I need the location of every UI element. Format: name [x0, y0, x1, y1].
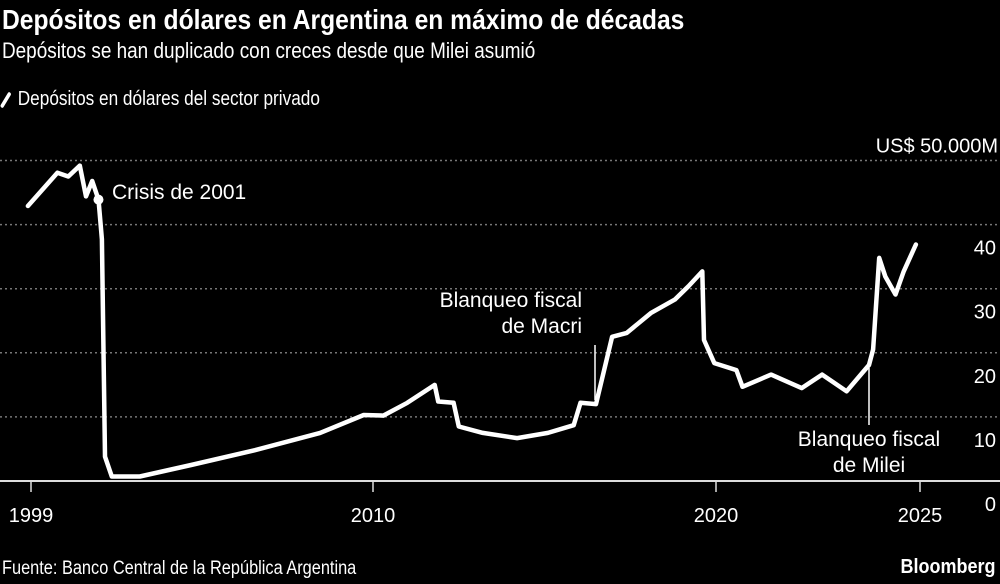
- bloomberg-logo: Bloomberg: [900, 556, 996, 578]
- x-tick-label: 2010: [351, 505, 396, 527]
- y-tick-label: 30: [974, 302, 996, 324]
- annotation-marker: [93, 194, 104, 205]
- chart-title: Depósitos en dólares en Argentina en máx…: [2, 4, 685, 35]
- annotation-macri-line2: de Macri: [501, 315, 582, 338]
- y-tick-label: 10: [974, 430, 996, 452]
- x-tick-label: 2020: [694, 505, 739, 527]
- legend-label: Depósitos en dólares del sector privado: [17, 88, 320, 110]
- source-note: Fuente: Banco Central de la República Ar…: [2, 558, 357, 579]
- annotation-macri-line1: Blanqueo fiscal: [440, 289, 582, 312]
- annotation-crisis-2001: Crisis de 2001: [112, 181, 246, 204]
- chart-subtitle: Depósitos se han duplicado con creces de…: [2, 38, 536, 63]
- y-tick-label: 20: [974, 366, 996, 388]
- x-tick-label: 1999: [9, 505, 54, 527]
- annotation-milei-line1: Blanqueo fiscal: [798, 428, 940, 451]
- y-tick-label: US$ 50.000M: [876, 136, 998, 158]
- annotation-milei-line2: de Milei: [833, 454, 905, 477]
- y-tick-label: 40: [974, 238, 996, 260]
- y-tick-label: 0: [985, 494, 996, 516]
- x-tick-label: 2025: [898, 505, 943, 527]
- legend: Depósitos en dólares del sector privado: [0, 88, 320, 111]
- series-line-depositos: [25, 163, 919, 479]
